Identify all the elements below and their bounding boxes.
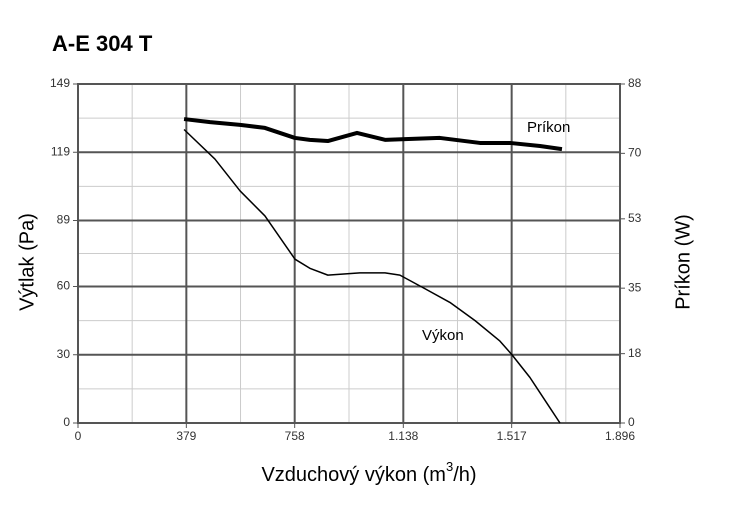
- chart-title: A-E 304 T: [52, 31, 153, 56]
- y-tick-label: 0: [63, 415, 70, 429]
- y-tick-label: 30: [57, 347, 71, 361]
- y-axis-label: Výtlak (Pa): [16, 213, 38, 311]
- x-tick-label: 758: [285, 429, 305, 443]
- x-axis-label: Vzduchový výkon (m3/h): [261, 459, 476, 486]
- y2-tick-label: 70: [628, 146, 642, 160]
- series-label: Príkon: [527, 119, 570, 136]
- y2-tick-label: 0: [628, 415, 635, 429]
- y2-tick-label: 88: [628, 76, 642, 90]
- x-axis-label-part: /h): [453, 464, 476, 486]
- y-tick-label: 119: [51, 144, 70, 158]
- y-tick-label: 149: [50, 76, 70, 90]
- series-label: Výkon: [422, 327, 464, 344]
- y2-axis-label: Príkon (W): [672, 214, 694, 310]
- x-axis-label-part: Vzduchový výkon (m: [261, 464, 446, 486]
- series-line: [183, 128, 561, 424]
- x-tick-label: 0: [75, 429, 82, 443]
- series-line: [183, 117, 563, 152]
- plot-frame: [77, 83, 621, 424]
- y2-tick-label: 53: [628, 211, 642, 225]
- y2-tick-label: 35: [628, 280, 642, 294]
- y-tick-label: 89: [57, 213, 71, 227]
- x-axis-label-sup: 3: [446, 459, 453, 474]
- y2-tick-label: 18: [628, 346, 642, 360]
- x-tick-label: 1.896: [605, 429, 635, 443]
- x-tick-label: 1.517: [497, 429, 527, 443]
- x-tick-label: 379: [176, 429, 196, 443]
- y-tick-label: 60: [57, 279, 71, 293]
- x-tick-label: 1.138: [388, 429, 418, 443]
